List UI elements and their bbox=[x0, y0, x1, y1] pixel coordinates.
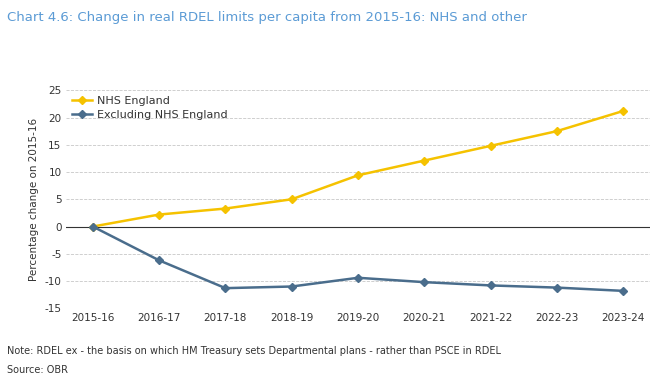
NHS England bbox=[89, 224, 97, 229]
Line: Excluding NHS England: Excluding NHS England bbox=[90, 224, 626, 294]
NHS England bbox=[553, 129, 561, 133]
Excluding NHS England bbox=[619, 289, 627, 293]
NHS England bbox=[487, 144, 495, 148]
Excluding NHS England bbox=[89, 224, 97, 229]
Excluding NHS England bbox=[155, 258, 163, 262]
NHS England bbox=[619, 109, 627, 113]
NHS England bbox=[354, 173, 362, 177]
Legend: NHS England, Excluding NHS England: NHS England, Excluding NHS England bbox=[72, 96, 228, 120]
Excluding NHS England bbox=[354, 276, 362, 280]
Text: Source: OBR: Source: OBR bbox=[7, 365, 68, 375]
Excluding NHS England bbox=[221, 286, 229, 290]
NHS England bbox=[221, 206, 229, 211]
Text: Note: RDEL ex - the basis on which HM Treasury sets Departmental plans - rather : Note: RDEL ex - the basis on which HM Tr… bbox=[7, 346, 501, 356]
NHS England bbox=[420, 158, 428, 163]
NHS England bbox=[288, 197, 296, 202]
Excluding NHS England bbox=[553, 285, 561, 290]
Excluding NHS England bbox=[487, 283, 495, 288]
NHS England bbox=[155, 212, 163, 217]
Excluding NHS England bbox=[288, 284, 296, 289]
Y-axis label: Percentage change on 2015-16: Percentage change on 2015-16 bbox=[29, 118, 39, 281]
Line: NHS England: NHS England bbox=[90, 108, 626, 229]
Text: Chart 4.6: Change in real RDEL limits per capita from 2015-16: NHS and other: Chart 4.6: Change in real RDEL limits pe… bbox=[7, 11, 526, 24]
Excluding NHS England bbox=[420, 280, 428, 284]
